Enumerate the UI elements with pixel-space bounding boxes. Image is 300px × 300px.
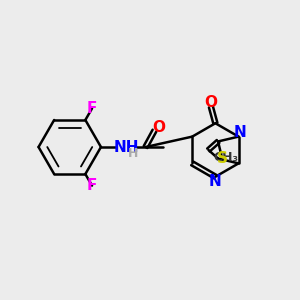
Text: O: O xyxy=(204,95,218,110)
Text: NH: NH xyxy=(113,140,139,154)
Text: N: N xyxy=(209,174,222,189)
Text: F: F xyxy=(87,101,97,116)
Text: F: F xyxy=(87,178,97,193)
Text: S: S xyxy=(217,151,228,166)
Text: O: O xyxy=(152,120,165,135)
Text: CH₃: CH₃ xyxy=(214,151,239,164)
Text: H: H xyxy=(128,147,138,161)
Text: N: N xyxy=(234,125,246,140)
